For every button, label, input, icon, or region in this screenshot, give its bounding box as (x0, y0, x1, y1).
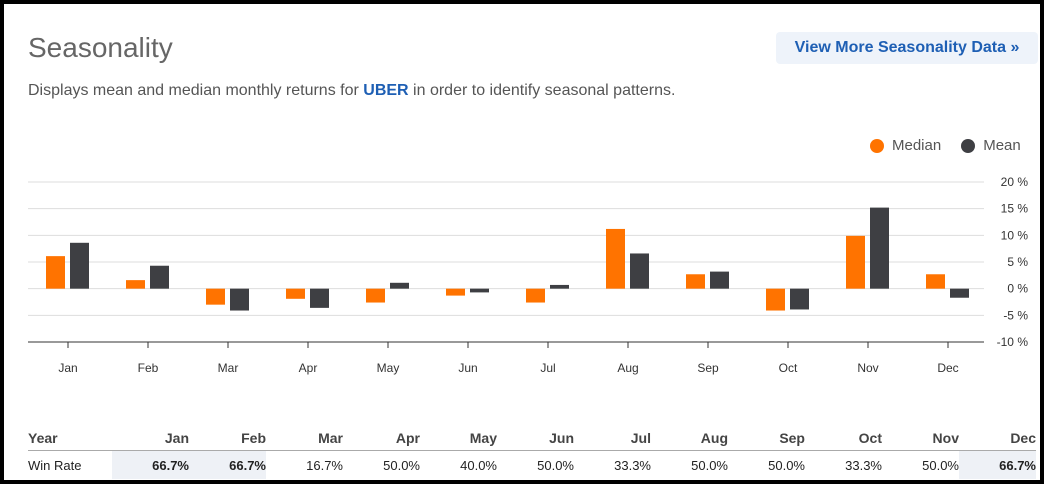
median-dot-icon (870, 138, 884, 153)
median-bar (686, 274, 705, 289)
x-tick-label: Apr (299, 361, 318, 375)
median-bar (846, 235, 865, 289)
win-rate-table: Year Jan Feb Mar Apr May Jun Jul Aug Sep Oct Nov Dec… (28, 426, 1036, 479)
legend-mean[interactable]: Mean (961, 137, 1021, 154)
legend-median-label: Median (892, 137, 942, 154)
mean-bar (550, 284, 569, 289)
column-header-month: May (420, 426, 497, 451)
mean-bar (950, 288, 969, 298)
x-tick-label: Jun (458, 361, 477, 375)
y-tick-label: 0 % (1007, 282, 1028, 296)
column-header-month: Feb (189, 426, 266, 451)
win-rate-cell: 50.0% (691, 457, 728, 473)
median-bar (926, 274, 945, 289)
median-bar (206, 288, 225, 305)
mean-bar (390, 282, 409, 289)
column-header-month: Jul (574, 426, 651, 451)
page-title: Seasonality (28, 32, 173, 63)
x-tick-label: Oct (779, 361, 798, 375)
legend-median[interactable]: Median (870, 137, 941, 154)
win-rate-cell: 16.7% (306, 457, 343, 473)
mean-bar (470, 288, 489, 293)
chart-legend: Median Mean (870, 137, 1021, 154)
mean-dot-icon (961, 138, 976, 153)
median-bar (46, 256, 65, 289)
win-rate-cell: 66.7% (112, 450, 189, 479)
legend-mean-label: Mean (983, 137, 1021, 154)
median-bar (606, 228, 625, 289)
win-rate-cell: 50.0% (383, 457, 420, 473)
x-tick-label: Feb (138, 361, 159, 375)
win-rate-cell: 50.0% (922, 457, 959, 473)
median-bar (446, 288, 465, 296)
mean-bar (70, 242, 89, 289)
row-label-win-rate: Win Rate (28, 457, 82, 473)
column-header-month: Aug (651, 426, 728, 451)
y-tick-label: 15 % (1001, 202, 1029, 216)
median-bar (766, 288, 785, 311)
seasonality-chart: 20 % 15 % 10 % 5 % 0 % -5 % -10 % Jan Feb Mar Apr M… (28, 175, 1029, 375)
column-header-month: Mar (266, 426, 343, 451)
x-tick-label: Jul (540, 361, 555, 375)
win-rate-cell: 40.0% (460, 457, 497, 473)
mean-bar (870, 207, 889, 289)
median-bar (366, 288, 385, 303)
x-tick-label: Nov (857, 361, 878, 375)
median-bar (126, 280, 145, 289)
win-rate-cell: 50.0% (768, 457, 805, 473)
x-tick-label: Jan (58, 361, 77, 375)
win-rate-cell: 66.7% (189, 450, 266, 479)
y-tick-label: 5 % (1007, 255, 1028, 269)
x-tick-label: Mar (218, 361, 239, 375)
column-header-month: Jun (497, 426, 574, 451)
column-header-month: Nov (882, 426, 959, 451)
y-tick-label: -5 % (1003, 308, 1028, 322)
x-tick-label: Sep (697, 361, 719, 375)
median-bar (526, 288, 545, 303)
column-header-month: Jan (112, 426, 189, 451)
column-header-month: Oct (805, 426, 882, 451)
win-rate-header-row: Year Jan Feb Mar Apr May Jun Jul Aug Sep Oct Nov Dec (28, 426, 1036, 451)
view-more-seasonality-button[interactable]: View More Seasonality Data » (776, 32, 1038, 64)
column-header-year: Year (28, 426, 112, 451)
win-rate-cell: 33.3% (614, 457, 651, 473)
x-tick-label: Dec (937, 361, 958, 375)
win-rate-cell: 33.3% (845, 457, 882, 473)
mean-bar (230, 288, 249, 311)
y-tick-label: -10 % (997, 335, 1029, 349)
subtitle-text-post: in order to identify seasonal patterns. (408, 82, 676, 99)
mean-bar (710, 271, 729, 289)
subtitle-text-pre: Displays mean and median monthly returns… (28, 82, 364, 99)
column-header-month: Apr (343, 426, 420, 451)
y-tick-label: 20 % (1001, 175, 1029, 189)
mean-bar (630, 253, 649, 289)
ticker-symbol: UBER (363, 82, 409, 99)
win-rate-cell: 50.0% (537, 457, 574, 473)
x-tick-label: May (377, 361, 400, 375)
mean-bar (790, 288, 809, 310)
y-tick-label: 10 % (1001, 228, 1029, 242)
median-bar (286, 288, 305, 299)
win-rate-cell: 66.7% (959, 450, 1036, 479)
mean-bar (150, 265, 169, 289)
column-header-month: Sep (728, 426, 805, 451)
win-rate-row: Win Rate 66.7% 66.7% 16.7% 50.0% 40.0% 50.0% 33… (28, 450, 1036, 479)
column-header-month: Dec (959, 426, 1036, 451)
subtitle: Displays mean and median monthly returns… (28, 82, 675, 100)
mean-bar (310, 288, 329, 308)
x-tick-label: Aug (617, 361, 638, 375)
